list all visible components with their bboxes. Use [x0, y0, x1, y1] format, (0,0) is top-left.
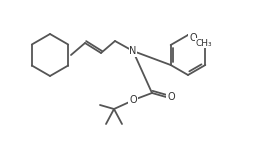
- Text: O: O: [167, 92, 175, 102]
- Text: N: N: [129, 46, 137, 56]
- Text: O: O: [189, 33, 197, 43]
- Text: O: O: [129, 95, 137, 105]
- Text: CH₃: CH₃: [196, 39, 212, 48]
